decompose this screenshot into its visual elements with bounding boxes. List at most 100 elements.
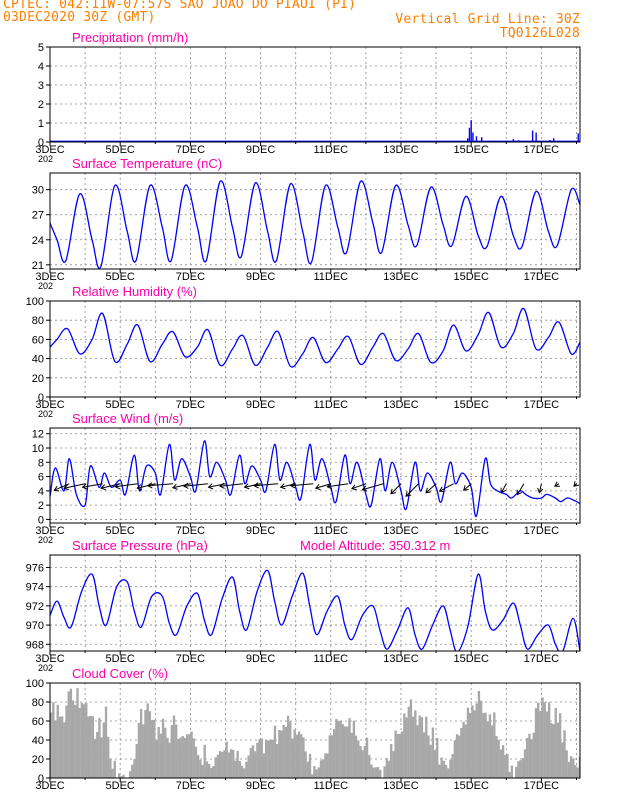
cloud-bar — [455, 734, 459, 778]
header-date: 03DEC2020 30Z (GMT) — [3, 10, 156, 25]
cloud-bar — [120, 776, 123, 778]
cloud-bar — [256, 742, 259, 778]
wind-arrow — [63, 483, 86, 489]
pressure-grid — [50, 555, 580, 651]
temp-ytick-label: 24 — [32, 235, 44, 247]
cloud-bar — [93, 738, 97, 778]
cloud-bar — [104, 706, 108, 778]
cloud-bar — [411, 716, 415, 778]
cloud-bar — [396, 733, 399, 778]
pressure-ytick-label: 970 — [26, 620, 44, 632]
cloud-bar — [322, 759, 325, 778]
pressure-xtick-label: 13DEC — [383, 653, 419, 665]
precip-ytick-label: 2 — [38, 99, 44, 111]
cloud-bar — [284, 726, 288, 778]
cloud-bar — [188, 734, 191, 778]
cloud-bar — [341, 724, 345, 778]
cloud-bar — [111, 768, 114, 778]
temp-xtick-label: 15DEC — [453, 271, 489, 283]
cloud-marks — [50, 688, 605, 778]
cloud-bar — [398, 734, 402, 778]
cloud-bar — [109, 758, 112, 778]
cloud-bar — [247, 755, 250, 778]
wind-arrow — [405, 483, 419, 497]
cloud-bar — [267, 740, 270, 778]
cloud-bar — [357, 740, 360, 778]
cloud-bar — [537, 702, 540, 778]
wind-panel: 0 2 4 6 8 10 12 3DEC 5DEC 7DEC 9DEC 11DEC 13DEC 15DEC… — [32, 411, 581, 545]
wind-arrow — [244, 483, 261, 488]
temp-xtick-label: 7DEC — [176, 271, 205, 283]
cloud-bar — [490, 725, 494, 778]
cloud-bar — [554, 707, 557, 778]
cloud-bar — [326, 753, 329, 778]
wind-arrow-head — [146, 482, 153, 489]
precip-xtick-label: 9DEC — [246, 144, 275, 156]
cloud-bar — [361, 750, 364, 778]
wind-arrow-head — [516, 489, 523, 496]
humidity-xtick-label: 15DEC — [453, 399, 489, 411]
pressure-xtick-label: 11DEC — [313, 653, 348, 665]
precip-bar — [472, 132, 474, 142]
cloud-bar — [243, 768, 246, 778]
cloud-bar — [479, 700, 483, 778]
cloud-bar — [482, 713, 485, 778]
precip-bar — [512, 139, 515, 142]
cloud-bar — [98, 718, 101, 778]
cloud-frame — [49, 682, 581, 779]
cloud-bar — [449, 759, 452, 778]
cloud-bar — [168, 742, 171, 778]
wind-arrow-head — [136, 484, 143, 491]
cloud-bar — [460, 728, 463, 778]
cloud-bar — [295, 734, 299, 778]
cloud-bar — [508, 771, 511, 778]
cloud-bar — [216, 754, 220, 778]
temp-year-label: 202 — [38, 281, 53, 291]
cloud-bar — [258, 739, 261, 778]
cloud-bar — [394, 730, 397, 778]
precip-xtick-label: 7DEC — [176, 144, 205, 156]
cloud-bar — [304, 751, 307, 778]
cloud-bar — [359, 746, 362, 778]
wind-xtick-label: 11DEC — [313, 525, 348, 537]
wind-arrow-head — [81, 483, 88, 490]
cloud-xtick-label: 15DEC — [453, 780, 489, 792]
cloud-bar — [194, 746, 198, 778]
cloud-bar — [506, 754, 509, 778]
cloud-bar — [477, 690, 481, 778]
header-station: CPTEC: 042:11W-07:57S SAO JOAO DO PIAUI … — [3, 0, 357, 12]
cloud-bar — [148, 711, 152, 778]
precip-frame — [49, 46, 581, 143]
cloud-bar — [58, 716, 62, 778]
precip-ytick-label: 4 — [38, 61, 44, 73]
cloud-bar — [199, 759, 202, 778]
cloud-bar — [262, 753, 266, 778]
cloud-bar — [133, 759, 136, 778]
humidity-year-label: 202 — [38, 409, 53, 419]
temp-xtick-label: 11DEC — [313, 271, 348, 283]
temp-ytick-label: 21 — [32, 260, 44, 272]
wind-arrow — [101, 483, 121, 489]
wind-arrow-head — [351, 484, 357, 491]
wind-arrow — [362, 483, 384, 491]
cloud-bar — [458, 735, 461, 778]
wind-arrow — [315, 483, 331, 489]
cloud-bar — [530, 739, 533, 778]
humidity-frame — [49, 300, 581, 398]
wind-marks — [50, 440, 580, 517]
wind-arrow-head — [438, 486, 445, 493]
cloud-bar — [497, 739, 500, 778]
cloud-bar — [238, 760, 242, 778]
wind-arrow — [219, 483, 244, 487]
cloud-bar — [603, 694, 605, 778]
cloud-bar — [400, 731, 404, 778]
wind-arrow — [425, 483, 437, 494]
temp-xtick-label: 9DEC — [246, 271, 275, 283]
precip-bar — [466, 138, 469, 142]
cloud-bar — [87, 716, 90, 778]
wind-arrow-head — [361, 485, 368, 492]
cloud-bar — [350, 732, 353, 778]
precip-xtick-label: 13DEC — [383, 144, 419, 156]
wind-ytick-label: 12 — [32, 429, 44, 441]
